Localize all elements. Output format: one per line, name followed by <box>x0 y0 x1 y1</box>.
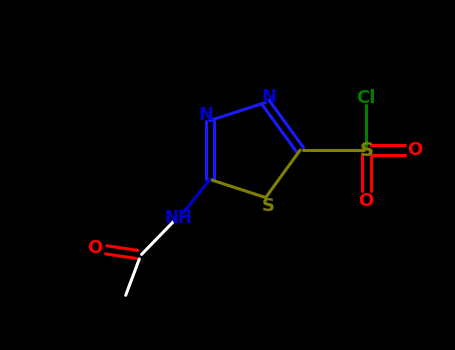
Text: S: S <box>262 197 274 215</box>
Text: S: S <box>359 140 373 160</box>
Text: Cl: Cl <box>356 89 376 107</box>
Text: N: N <box>262 88 277 106</box>
Text: O: O <box>88 239 103 257</box>
Text: O: O <box>359 192 374 210</box>
Text: O: O <box>407 141 422 159</box>
Text: NH: NH <box>164 209 192 227</box>
Text: N: N <box>199 106 214 124</box>
